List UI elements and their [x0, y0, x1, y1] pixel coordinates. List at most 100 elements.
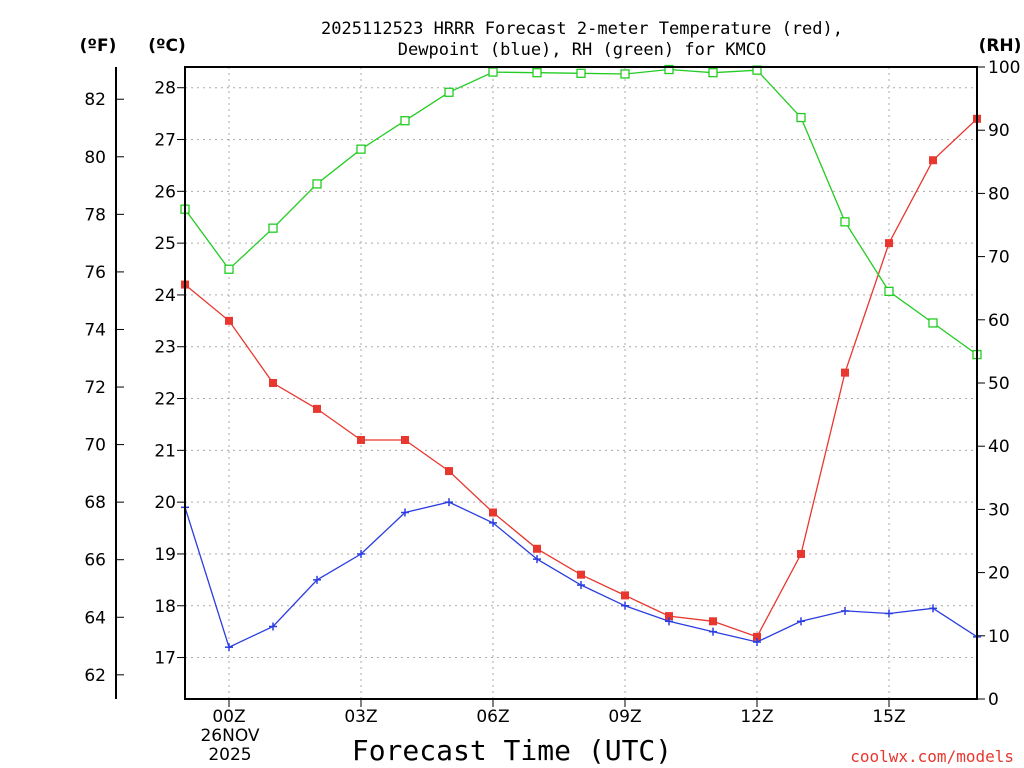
x-tick-label: 06Z — [476, 707, 509, 727]
temperature-point — [753, 632, 761, 641]
rh-series-line — [184, 68, 978, 356]
dewpoint-point — [357, 549, 365, 558]
series-layer — [180, 64, 982, 652]
rh-tick-label: 20 — [988, 564, 1010, 584]
celsius-tick-label: 23 — [154, 338, 176, 358]
rh-tick-label: 80 — [988, 184, 1010, 204]
rh-point — [488, 67, 498, 77]
plot-frame — [184, 66, 978, 700]
rh-point — [884, 286, 894, 297]
rh-point — [400, 116, 410, 126]
rh-tick-label: 10 — [988, 627, 1010, 647]
temperature-point — [445, 467, 453, 476]
celsius-axis-label: (ºC) — [148, 36, 186, 56]
rh-point — [224, 264, 234, 274]
temperature-point — [489, 508, 497, 517]
rh-tick-label: 50 — [988, 374, 1010, 394]
fahrenheit-tick-label: 72 — [84, 378, 106, 398]
temperature-point — [885, 239, 893, 248]
rh-point — [840, 217, 850, 227]
fahrenheit-tick-label: 66 — [84, 551, 106, 571]
dewpoint-point — [401, 508, 409, 517]
fahrenheit-tick-label: 76 — [84, 263, 106, 283]
temperature-point — [401, 435, 409, 444]
rh-point — [664, 64, 674, 75]
rh-point — [444, 87, 454, 97]
rh-point — [356, 144, 366, 154]
temperature-point — [533, 544, 541, 553]
rh-point — [576, 68, 586, 78]
dewpoint-point — [489, 518, 497, 527]
dewpoint-point — [445, 498, 453, 507]
dewpoint-point — [665, 617, 673, 626]
temperature-point — [929, 156, 937, 165]
celsius-tick-label: 27 — [154, 131, 176, 151]
dewpoint-point — [841, 606, 849, 615]
chart-title-line-2: Dewpoint (blue), RH (green) for KMCO — [398, 40, 766, 60]
celsius-tick-label: 24 — [154, 286, 176, 306]
temperature-point — [357, 435, 365, 444]
x-year-label: 2025 — [208, 745, 251, 765]
fahrenheit-tick-label: 80 — [84, 148, 106, 168]
rh-point — [708, 68, 718, 78]
fahrenheit-tick-label: 78 — [84, 205, 106, 225]
celsius-tick-label: 28 — [154, 79, 176, 99]
axis-layer: 00Z 03Z 06Z 09Z 12Z 15Z 17 18 19 20 21 22 23 24 25 26 27… — [84, 58, 1020, 727]
rh-tick-label: 40 — [988, 437, 1010, 457]
rh-tick-label: 90 — [988, 121, 1010, 141]
celsius-tick-label: 17 — [154, 649, 176, 669]
dewpoint-point — [753, 638, 761, 647]
x-tick-label: 03Z — [344, 707, 377, 727]
temperature-point — [665, 612, 673, 621]
dewpoint-point — [929, 604, 937, 613]
rh-tick-label: 100 — [988, 58, 1020, 78]
dewpoint-point — [577, 581, 585, 590]
rh-point — [268, 223, 278, 233]
temperature-point — [269, 379, 277, 387]
fahrenheit-tick-label: 70 — [84, 436, 106, 456]
rh-tick-label: 30 — [988, 500, 1010, 520]
dewpoint-point — [225, 643, 233, 652]
fahrenheit-tick-label: 64 — [84, 608, 106, 628]
rh-tick-label: 60 — [988, 311, 1010, 331]
temperature-point — [841, 368, 849, 377]
rh-axis-label: (RH) — [979, 36, 1022, 56]
x-tick-label: 12Z — [740, 707, 773, 727]
celsius-tick-label: 22 — [154, 390, 176, 410]
temperature-point — [313, 404, 321, 413]
temperature-point — [709, 617, 717, 626]
fahrenheit-axis-label: (ºF) — [80, 36, 117, 56]
rh-point — [796, 112, 806, 123]
x-tick-label: 00Z — [212, 707, 245, 727]
temperature-point — [797, 549, 805, 558]
fahrenheit-tick-label: 68 — [84, 493, 106, 513]
rh-tick-label: 0 — [988, 690, 999, 710]
dewpoint-point — [533, 555, 541, 564]
temperature-point — [577, 570, 585, 579]
celsius-tick-label: 21 — [154, 441, 176, 461]
x-tick-label: 15Z — [872, 707, 905, 727]
celsius-tick-label: 20 — [154, 493, 176, 513]
rh-point — [620, 69, 630, 79]
rh-point — [928, 318, 938, 328]
fahrenheit-tick-label: 74 — [84, 320, 106, 340]
celsius-tick-label: 18 — [154, 597, 176, 617]
dewpoint-point — [797, 617, 805, 626]
grid-layer — [185, 67, 977, 699]
dewpoint-point — [313, 575, 321, 584]
dewpoint-point — [709, 627, 717, 636]
dewpoint-point — [269, 622, 277, 631]
rh-tick-label: 70 — [988, 248, 1010, 268]
x-date-label: 26NOV — [200, 726, 259, 746]
celsius-tick-label: 26 — [154, 182, 176, 202]
x-axis-title: Forecast Time (UTC) — [352, 734, 672, 767]
fahrenheit-tick-label: 62 — [84, 666, 106, 686]
chart-title-line-1: 2025112523 HRRR Forecast 2-meter Tempera… — [321, 19, 843, 39]
credit-text: coolwx.com/models — [850, 747, 1014, 766]
dewpoint-point — [885, 609, 893, 618]
x-tick-label: 09Z — [608, 707, 641, 727]
temperature-point — [225, 316, 233, 325]
fahrenheit-tick-label: 82 — [84, 90, 106, 110]
temperature-point — [621, 591, 629, 600]
